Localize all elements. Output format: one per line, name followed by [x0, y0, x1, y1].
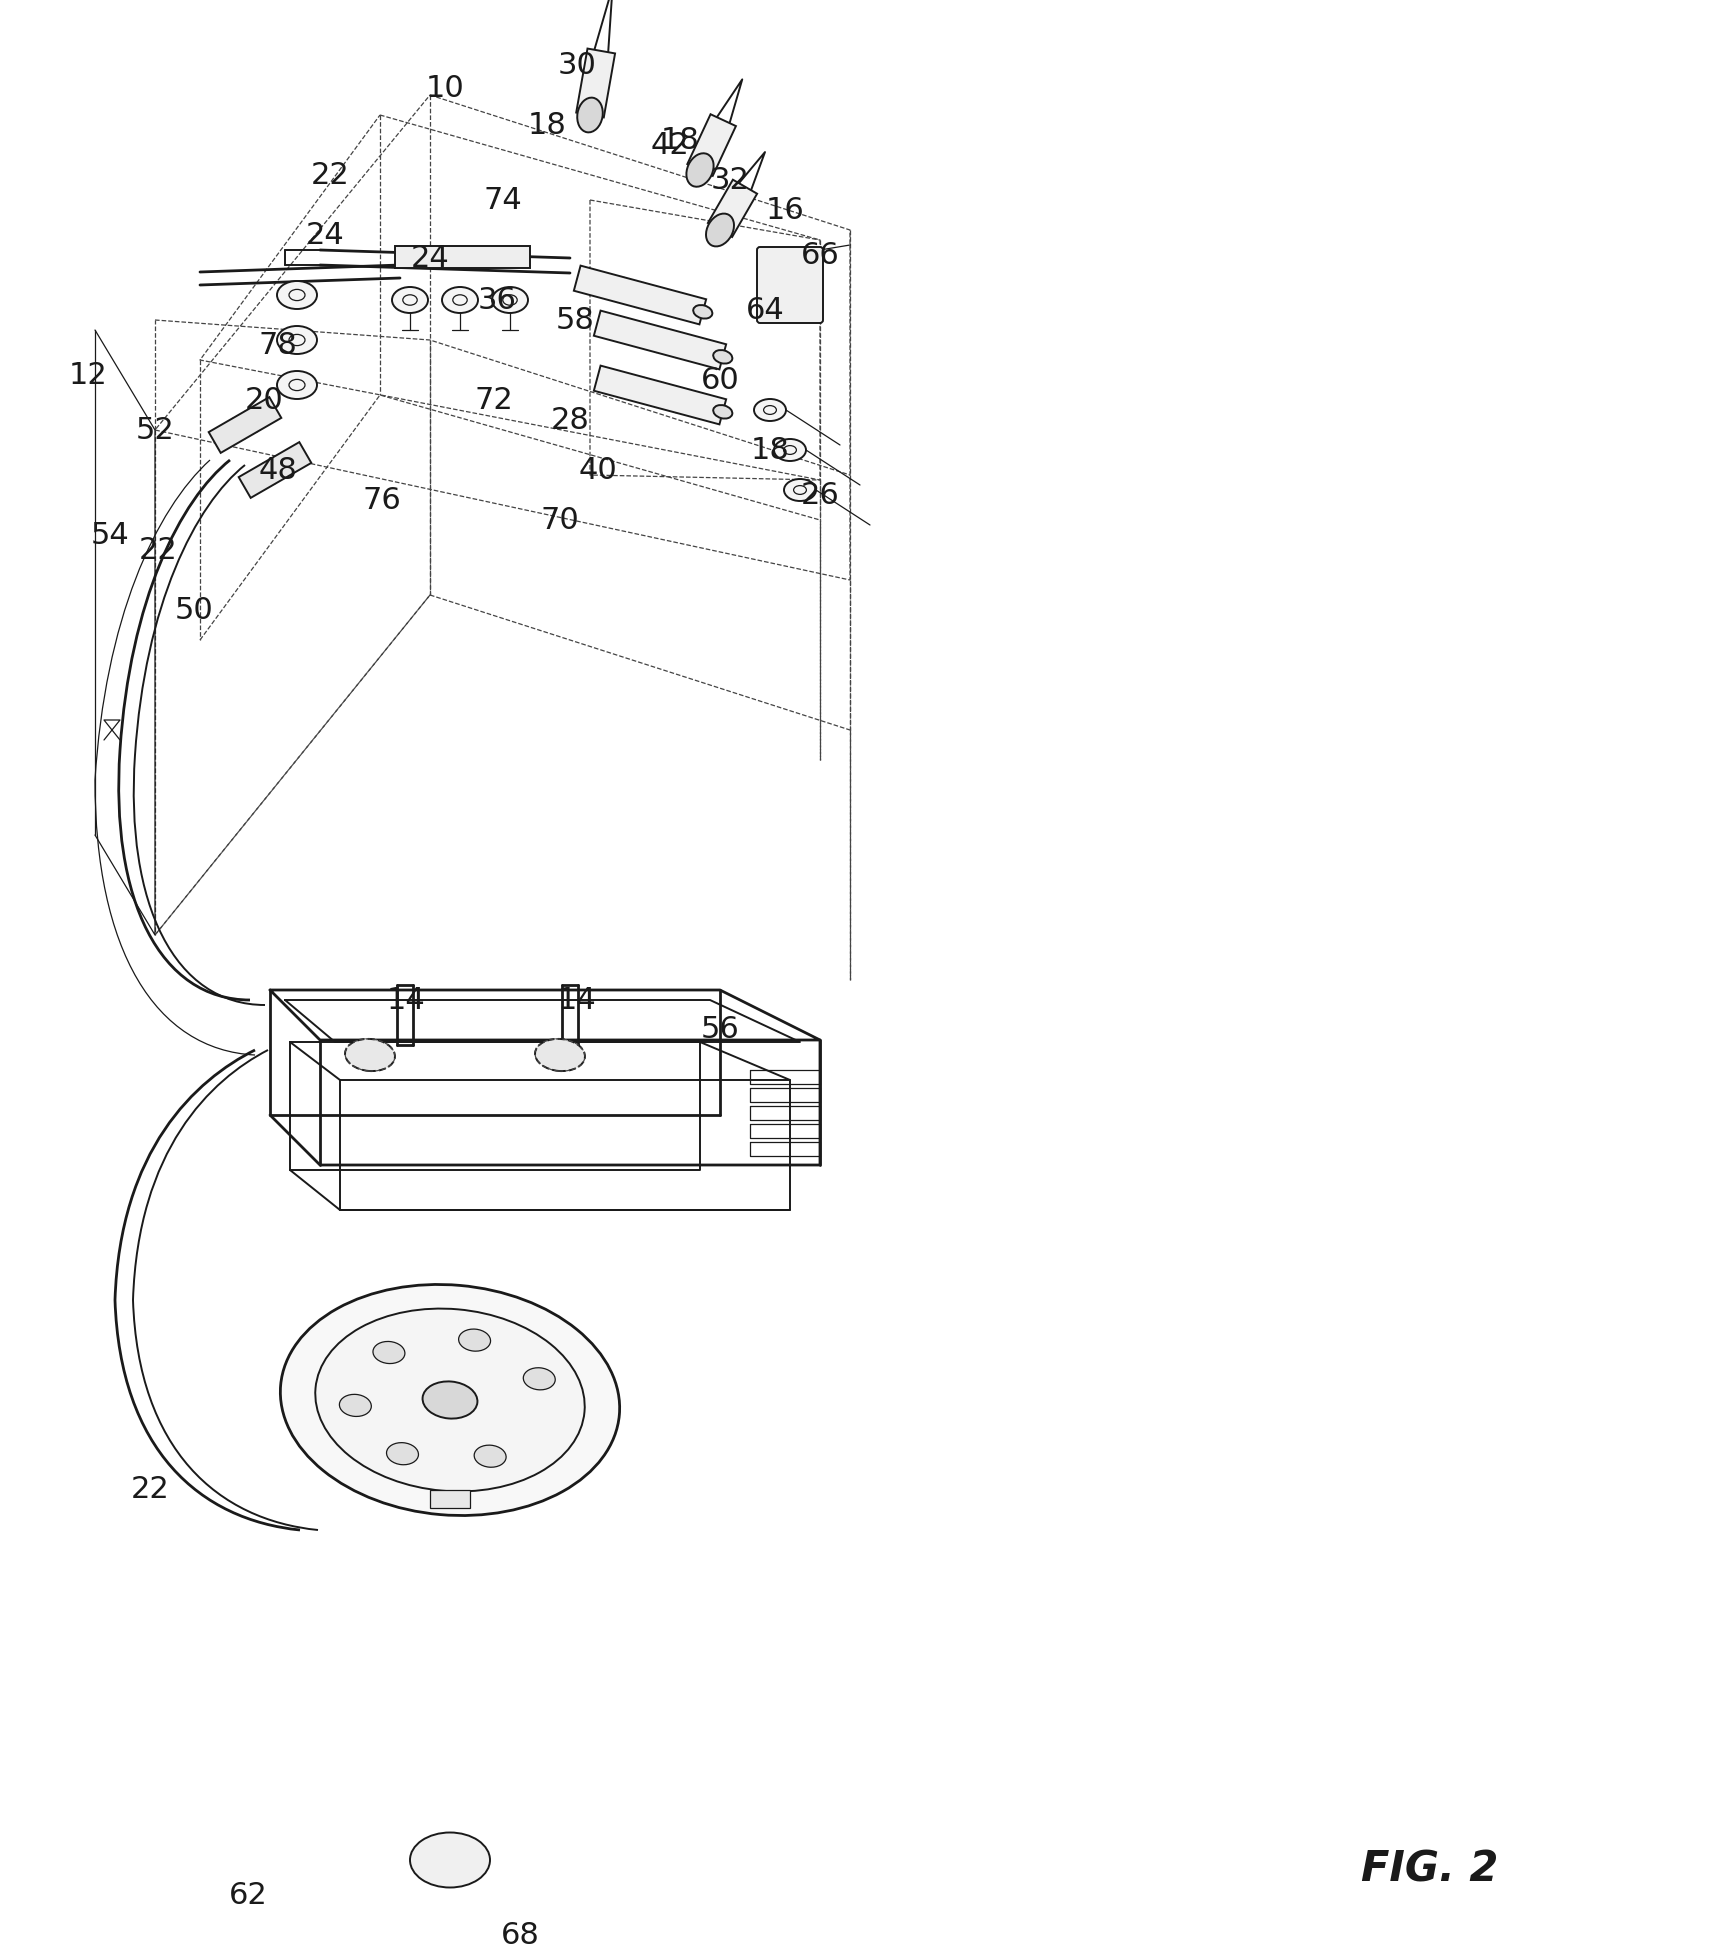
Ellipse shape [442, 288, 478, 313]
Text: 52: 52 [136, 415, 174, 445]
Ellipse shape [340, 1395, 371, 1416]
Ellipse shape [387, 1442, 418, 1465]
Text: 14: 14 [387, 985, 425, 1015]
Text: 28: 28 [551, 406, 590, 435]
Text: 66: 66 [801, 241, 839, 270]
Ellipse shape [423, 1381, 478, 1418]
Text: 10: 10 [426, 74, 464, 102]
Text: 42: 42 [651, 131, 689, 159]
Ellipse shape [694, 306, 713, 319]
Text: 40: 40 [578, 456, 618, 484]
Text: 24: 24 [411, 243, 449, 272]
Ellipse shape [459, 1328, 490, 1352]
Ellipse shape [373, 1342, 406, 1363]
Text: 56: 56 [701, 1015, 739, 1044]
Text: 16: 16 [766, 196, 804, 225]
Ellipse shape [280, 1285, 620, 1516]
Ellipse shape [475, 1446, 506, 1467]
Text: 30: 30 [557, 51, 597, 80]
Text: 18: 18 [528, 110, 566, 139]
Text: 48: 48 [259, 456, 297, 484]
Text: FIG. 2: FIG. 2 [1362, 1849, 1498, 1890]
Ellipse shape [713, 351, 732, 364]
Ellipse shape [345, 1038, 395, 1072]
Text: 70: 70 [540, 505, 580, 535]
Ellipse shape [276, 370, 318, 400]
Polygon shape [687, 114, 735, 176]
Text: 18: 18 [751, 435, 789, 464]
Text: 64: 64 [746, 296, 784, 325]
Text: 60: 60 [701, 366, 739, 394]
Text: 22: 22 [131, 1475, 169, 1505]
Text: 12: 12 [69, 360, 107, 390]
Text: 32: 32 [711, 165, 749, 194]
Text: 72: 72 [475, 386, 513, 415]
Polygon shape [209, 398, 281, 453]
Polygon shape [238, 443, 311, 498]
FancyBboxPatch shape [758, 247, 823, 323]
Polygon shape [573, 266, 706, 325]
Ellipse shape [535, 1038, 585, 1072]
Text: 74: 74 [483, 186, 523, 214]
Text: 22: 22 [138, 535, 178, 564]
Ellipse shape [276, 280, 318, 310]
Text: 78: 78 [259, 331, 297, 360]
Ellipse shape [576, 98, 602, 133]
Text: 26: 26 [801, 480, 839, 509]
Bar [395, 247, 530, 268]
Ellipse shape [492, 288, 528, 313]
Ellipse shape [687, 153, 713, 186]
Ellipse shape [276, 325, 318, 355]
Text: 58: 58 [556, 306, 594, 335]
Text: 24: 24 [306, 221, 345, 249]
Polygon shape [576, 49, 614, 118]
Text: 18: 18 [661, 125, 699, 155]
Polygon shape [430, 1491, 469, 1508]
Text: 36: 36 [478, 286, 516, 315]
Polygon shape [594, 311, 727, 370]
Text: 22: 22 [311, 161, 349, 190]
Ellipse shape [784, 480, 816, 502]
Ellipse shape [773, 439, 806, 460]
Text: 54: 54 [91, 521, 129, 550]
Text: 50: 50 [174, 596, 214, 625]
Ellipse shape [316, 1309, 585, 1491]
Ellipse shape [392, 288, 428, 313]
Text: 76: 76 [362, 486, 402, 515]
Ellipse shape [523, 1367, 556, 1389]
Text: 68: 68 [501, 1920, 540, 1949]
Text: 14: 14 [557, 985, 597, 1015]
Ellipse shape [713, 406, 732, 419]
Polygon shape [594, 366, 727, 425]
Polygon shape [708, 180, 758, 237]
Ellipse shape [706, 214, 734, 247]
Ellipse shape [411, 1832, 490, 1888]
Text: 62: 62 [228, 1881, 268, 1910]
Ellipse shape [754, 400, 785, 421]
Text: 20: 20 [245, 386, 283, 415]
